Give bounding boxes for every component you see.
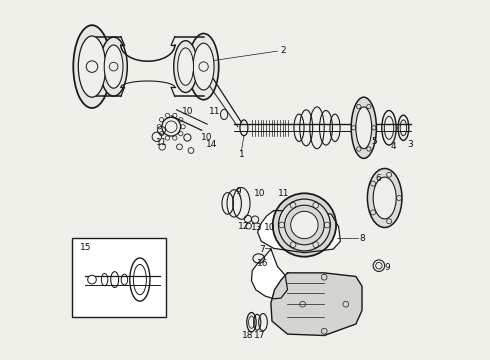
Ellipse shape — [74, 25, 111, 108]
Text: 6: 6 — [375, 174, 381, 183]
Ellipse shape — [368, 168, 402, 228]
Ellipse shape — [189, 33, 219, 100]
Ellipse shape — [351, 97, 376, 158]
Text: 10: 10 — [254, 189, 265, 198]
Bar — [72, 238, 166, 317]
Text: 15: 15 — [80, 243, 92, 252]
Text: 9: 9 — [236, 187, 242, 196]
Text: 4: 4 — [391, 142, 396, 151]
Text: 1: 1 — [239, 150, 245, 159]
Text: 13: 13 — [251, 223, 262, 232]
Text: 11: 11 — [278, 189, 290, 198]
Ellipse shape — [104, 45, 123, 88]
Text: 14: 14 — [206, 140, 218, 149]
Circle shape — [273, 193, 336, 257]
Text: 12: 12 — [238, 222, 249, 231]
Text: 16: 16 — [257, 259, 268, 268]
Circle shape — [88, 275, 97, 284]
Text: 10: 10 — [265, 223, 276, 232]
Text: 2: 2 — [280, 46, 286, 55]
Circle shape — [278, 199, 330, 251]
Polygon shape — [251, 249, 288, 299]
Ellipse shape — [78, 36, 106, 97]
Text: 18: 18 — [242, 331, 254, 340]
Text: 10: 10 — [182, 107, 194, 116]
Text: 3: 3 — [408, 140, 414, 149]
Text: 7: 7 — [259, 245, 265, 253]
Polygon shape — [258, 211, 341, 253]
Text: 5: 5 — [371, 137, 377, 146]
Text: 9: 9 — [384, 263, 390, 272]
Text: 11: 11 — [156, 138, 168, 147]
Text: 17: 17 — [254, 331, 265, 340]
Polygon shape — [271, 273, 362, 336]
Ellipse shape — [193, 43, 214, 90]
Ellipse shape — [373, 177, 396, 219]
Ellipse shape — [174, 41, 197, 93]
Text: 11: 11 — [209, 107, 220, 116]
Text: 10: 10 — [201, 133, 213, 142]
Circle shape — [291, 211, 318, 239]
Ellipse shape — [178, 48, 194, 85]
Circle shape — [285, 205, 324, 245]
Ellipse shape — [356, 107, 372, 149]
Text: 8: 8 — [360, 234, 365, 243]
Ellipse shape — [100, 37, 127, 96]
